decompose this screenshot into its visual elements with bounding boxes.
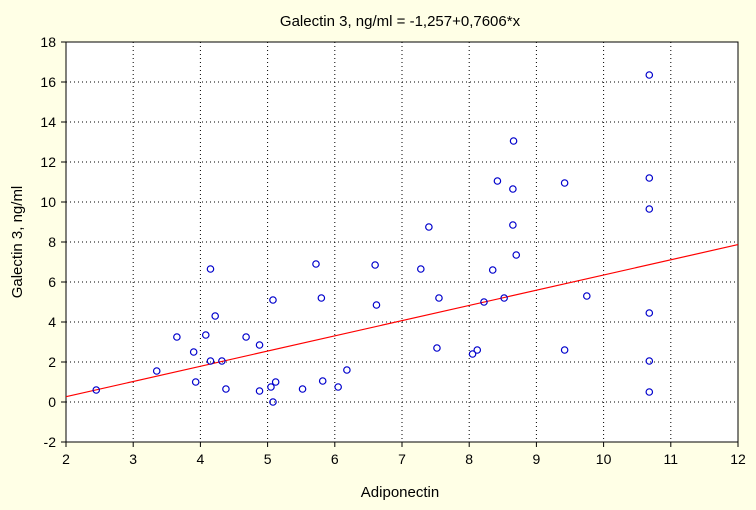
data-point — [334, 383, 342, 391]
data-point — [560, 346, 569, 354]
y-tick-label: 4 — [48, 314, 56, 330]
data-point — [512, 251, 521, 259]
data-point — [201, 331, 210, 339]
x-tick-label: 8 — [465, 451, 473, 467]
data-points — [92, 71, 654, 406]
regression-line — [65, 244, 739, 398]
x-tick-label: 11 — [664, 451, 679, 467]
data-point — [435, 294, 443, 302]
chart-title: Galectin 3, ng/ml = -1,257+0,7606*x — [280, 13, 521, 30]
data-point — [371, 261, 379, 269]
data-point — [255, 341, 264, 349]
data-point — [218, 357, 226, 365]
x-axis-ticks: 2 3 4 5 6 7 8 9 10 11 12 — [62, 442, 746, 467]
data-point — [645, 71, 654, 79]
x-tick-label: 9 — [533, 451, 541, 467]
data-point — [269, 296, 277, 304]
data-point — [493, 177, 502, 185]
data-point — [372, 301, 381, 309]
data-point — [473, 346, 482, 354]
data-point — [206, 265, 215, 273]
y-tick-label: 2 — [48, 354, 56, 370]
data-point — [312, 260, 320, 268]
x-tick-label: 6 — [331, 451, 339, 467]
data-point — [645, 357, 654, 365]
data-point — [271, 378, 280, 386]
y-tick-label: 10 — [40, 194, 56, 210]
data-point — [509, 185, 517, 193]
data-point — [560, 179, 569, 187]
y-tick-label: 16 — [40, 74, 56, 90]
y-axis-label: Galectin 3, ng/ml — [9, 186, 26, 299]
data-point — [509, 221, 517, 229]
data-point — [269, 398, 277, 406]
y-tick-label: 14 — [40, 114, 56, 130]
data-point — [500, 294, 508, 302]
data-point — [173, 333, 181, 341]
x-tick-label: 3 — [129, 451, 137, 467]
data-point — [488, 266, 497, 274]
y-tick-label: 12 — [40, 154, 56, 170]
y-tick-label: 18 — [40, 34, 56, 50]
data-point — [425, 223, 433, 231]
data-point — [206, 357, 215, 365]
data-point — [509, 137, 518, 145]
x-tick-label: 4 — [197, 451, 205, 467]
data-point — [645, 388, 654, 396]
y-axis-ticks: -2 0 2 4 6 8 10 12 14 16 18 — [40, 34, 66, 450]
data-point — [222, 385, 230, 393]
grid — [66, 42, 738, 442]
data-point — [152, 367, 161, 375]
data-point — [480, 298, 488, 306]
data-point — [189, 348, 198, 356]
data-point — [645, 309, 654, 317]
x-tick-label: 12 — [730, 451, 746, 467]
data-point — [318, 377, 327, 385]
y-tick-label: -2 — [44, 434, 57, 450]
y-tick-label: 6 — [48, 274, 56, 290]
data-point — [343, 366, 351, 374]
data-point — [582, 292, 591, 300]
data-point — [645, 205, 654, 213]
x-tick-label: 2 — [62, 451, 70, 467]
data-point — [92, 386, 101, 394]
data-point — [298, 385, 307, 393]
data-point — [645, 174, 654, 182]
data-point — [433, 344, 441, 352]
data-point — [417, 265, 425, 273]
data-point — [211, 312, 219, 320]
x-axis-label: Adiponectin — [361, 484, 439, 501]
y-tick-label: 0 — [48, 394, 56, 410]
x-tick-label: 7 — [398, 451, 406, 467]
data-point — [242, 333, 250, 341]
data-point — [267, 383, 275, 391]
x-tick-label: 5 — [264, 451, 272, 467]
data-point — [468, 350, 477, 358]
y-tick-label: 8 — [48, 234, 56, 250]
data-point — [317, 294, 326, 302]
data-point — [191, 378, 200, 386]
data-point — [255, 387, 264, 395]
x-tick-label: 10 — [596, 451, 612, 467]
